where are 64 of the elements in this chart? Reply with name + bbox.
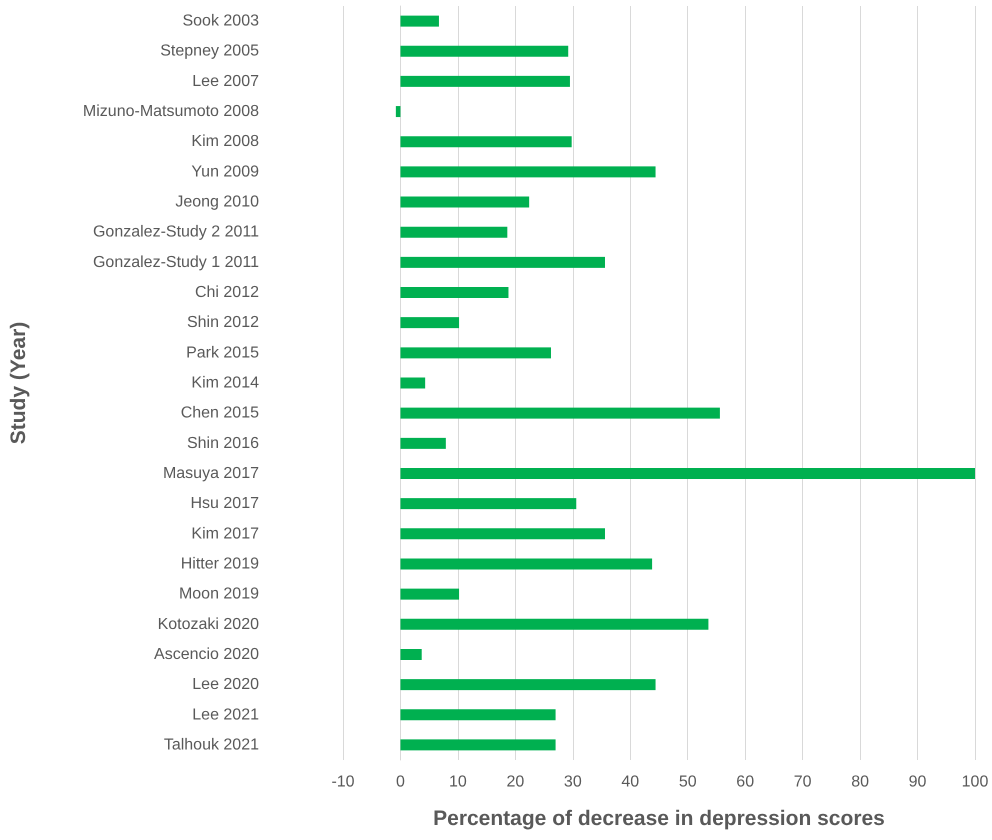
bar	[400, 46, 568, 57]
x-axis-title: Percentage of decrease in depression scores	[433, 807, 885, 830]
y-tick-label: Hsu 2017	[190, 495, 260, 512]
y-tick-label: Kotozaki 2020	[158, 616, 260, 633]
x-tick-label: 30	[564, 774, 582, 790]
bar	[400, 287, 508, 298]
bar	[400, 16, 439, 27]
bar	[400, 468, 975, 479]
y-tick-label: Masuya 2017	[162, 464, 260, 482]
bar	[400, 739, 556, 750]
y-axis-title: Study (Year)	[7, 322, 30, 444]
y-tick-label: Mizuno-Matsumoto 2008	[82, 103, 260, 120]
x-tick-label: 50	[678, 774, 697, 790]
bar	[400, 378, 426, 388]
y-tick-label: Gonzalez-Study 1 2011	[92, 254, 260, 271]
bar	[400, 256, 605, 268]
y-tick-label: Chen 2015	[180, 404, 260, 422]
y-tick-label: Talhouk 2021	[164, 736, 260, 754]
bar	[400, 317, 460, 328]
x-tick-label: 20	[506, 774, 524, 790]
bar	[400, 438, 446, 449]
y-tick-label: Shin 2016	[186, 434, 260, 452]
bar	[400, 709, 556, 720]
bar	[400, 498, 576, 510]
bar	[400, 588, 460, 600]
x-tick-label: 60	[736, 774, 754, 790]
y-tick-label: Kim 2014	[191, 374, 260, 392]
y-tick-label: Jeong 2010	[175, 194, 260, 211]
y-tick-label: Yun 2009	[191, 163, 260, 180]
bar	[400, 528, 605, 540]
bar	[400, 618, 708, 630]
bar	[400, 226, 508, 238]
y-tick-label: Kim 2017	[191, 525, 260, 542]
bar	[400, 196, 530, 208]
x-tick-label: 40	[621, 774, 640, 790]
y-tick-label: Gonzalez-Study 2 2011	[92, 224, 260, 241]
x-tick-label: -10	[331, 774, 355, 790]
bar	[400, 408, 720, 419]
x-tick-label: 80	[851, 774, 870, 790]
bar	[400, 166, 656, 178]
bar	[396, 106, 400, 118]
y-tick-label: Chi 2012	[194, 284, 260, 302]
x-tick-label: 10	[449, 774, 467, 790]
x-tick-label: 0	[396, 774, 405, 790]
y-tick-label: Hitter 2019	[180, 555, 260, 572]
y-tick-label: Stepney 2005	[160, 42, 260, 60]
y-tick-label: Lee 2020	[192, 676, 260, 694]
x-tick-label: 100	[962, 774, 988, 790]
x-tick-label: 90	[908, 774, 927, 790]
y-tick-label: Lee 2007	[192, 72, 260, 90]
y-tick-label: Lee 2021	[192, 706, 260, 724]
bar	[400, 347, 551, 358]
y-tick-label: Park 2015	[186, 344, 260, 362]
bar	[400, 76, 570, 87]
y-tick-label: Shin 2012	[186, 314, 260, 332]
bar	[400, 136, 572, 148]
y-tick-label: Kim 2008	[191, 133, 260, 150]
bar	[400, 679, 656, 690]
y-tick-label: Moon 2019	[178, 586, 260, 603]
y-tick-label: Ascencio 2020	[154, 646, 260, 663]
x-tick-label: 70	[794, 774, 812, 790]
bar	[400, 648, 422, 660]
bar	[400, 558, 652, 570]
y-tick-label: Sook 2003	[182, 12, 260, 30]
